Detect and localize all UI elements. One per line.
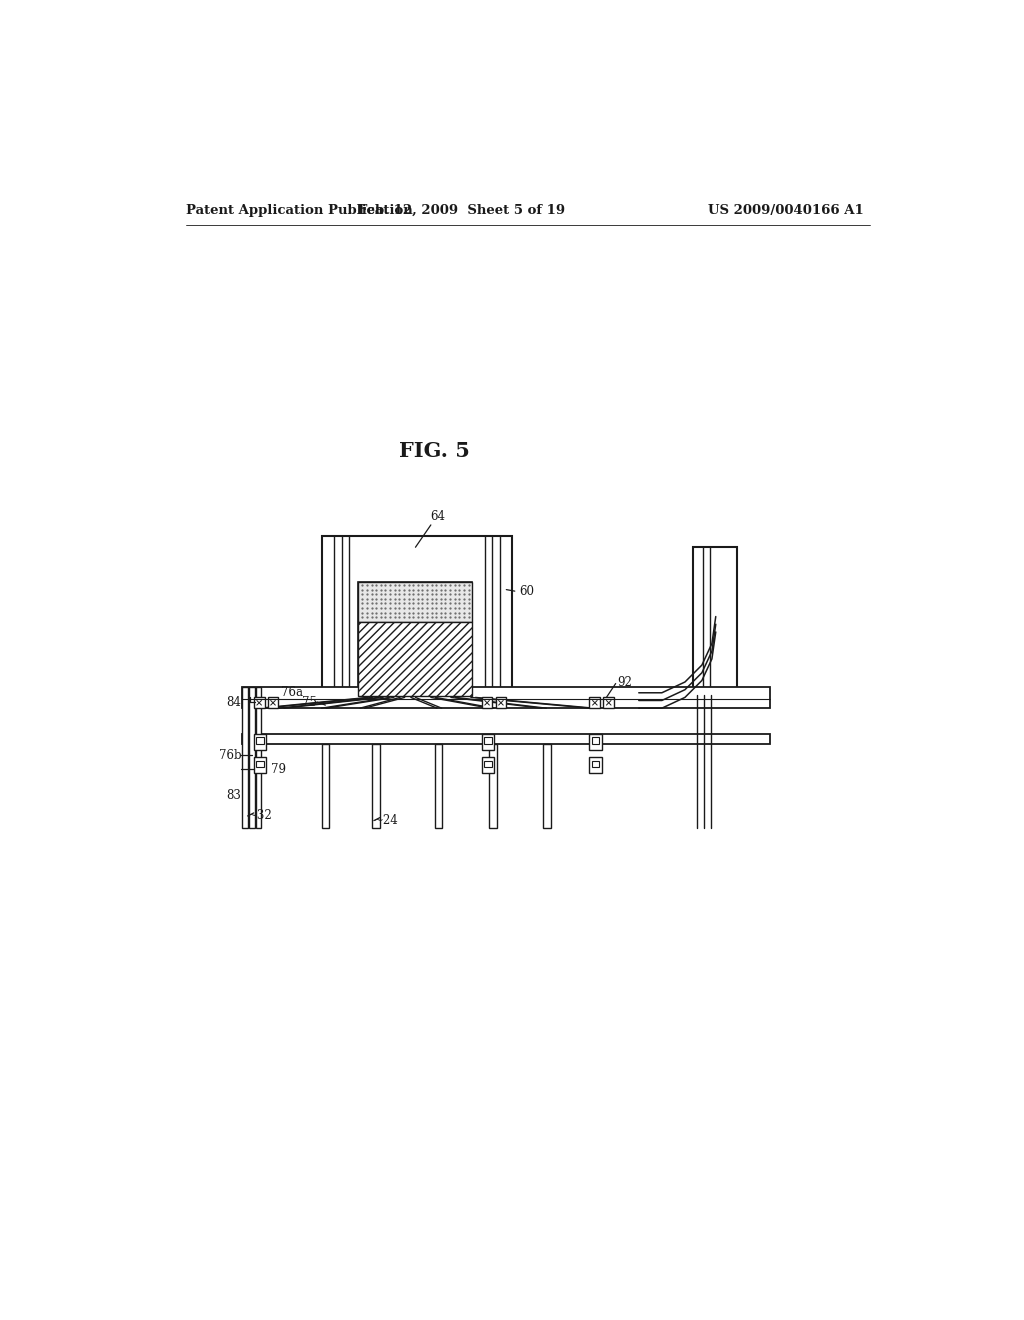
Bar [256,760,264,767]
Text: 76b: 76b [219,748,242,762]
Text: FIG. 5: FIG. 5 [399,441,470,461]
Bar [243,686,770,708]
Bar [484,760,492,767]
Bar [692,548,737,696]
Text: US 2009/0040166 A1: US 2009/0040166 A1 [708,205,864,218]
Text: 75: 75 [302,696,316,709]
Bar [254,697,264,708]
Bar [484,738,492,743]
Text: 64: 64 [430,510,445,523]
Text: Patent Application Publication: Patent Application Publication [186,205,413,218]
Bar [603,697,614,708]
Text: ~24: ~24 [374,814,398,828]
Bar [243,686,248,829]
Bar [496,697,506,708]
Bar [373,743,380,829]
Text: ~32: ~32 [248,809,272,822]
Bar [544,743,551,829]
Bar [358,582,472,622]
Bar [322,743,330,829]
Text: Feb. 12, 2009  Sheet 5 of 19: Feb. 12, 2009 Sheet 5 of 19 [358,205,565,218]
Bar [435,743,442,829]
Bar [481,758,494,774]
Text: 76a: 76a [281,686,303,700]
Bar [358,622,472,696]
Text: 84: 84 [226,696,242,709]
Bar [592,760,599,767]
Bar [590,734,602,750]
Bar [481,734,494,750]
Text: 79: 79 [271,763,287,776]
Bar [267,697,279,708]
Bar [256,686,261,829]
Text: 83: 83 [226,789,242,803]
Bar [590,758,602,774]
Bar [481,697,493,708]
Bar [592,738,599,743]
Bar [256,738,264,743]
Bar [590,697,600,708]
Text: 92: 92 [617,676,632,689]
Text: 60: 60 [519,585,535,598]
Bar [254,734,266,750]
Bar [249,686,255,829]
Bar [243,734,770,743]
Bar [358,582,472,696]
Bar [489,743,497,829]
Bar [322,536,512,697]
Bar [254,758,266,774]
